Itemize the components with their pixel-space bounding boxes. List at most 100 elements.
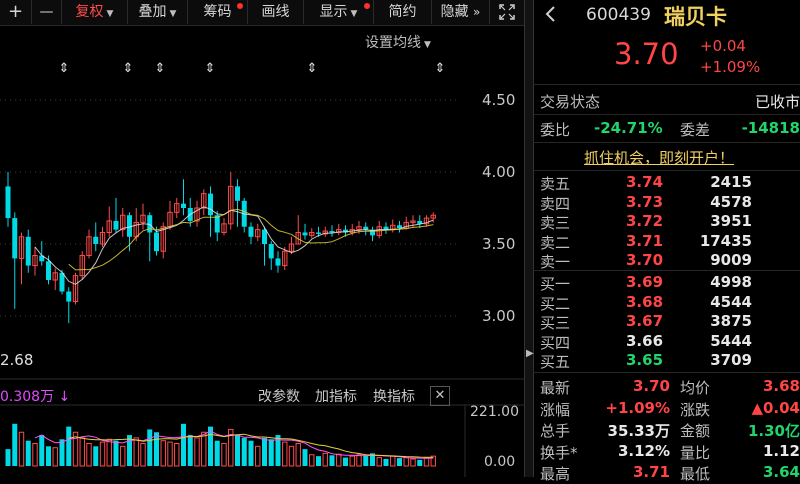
divider	[534, 142, 800, 143]
add-indicator-button[interactable]: 加指标	[315, 389, 357, 405]
candle-body	[423, 217, 430, 225]
volume-bar	[410, 458, 416, 467]
event-marker-icon: ⇕	[205, 61, 216, 76]
volume-bar	[383, 458, 389, 466]
volume-bar	[99, 441, 106, 467]
volume-bar	[79, 437, 85, 467]
jianyue-button[interactable]: 简约	[374, 0, 432, 24]
status-label: 交易状态	[540, 93, 601, 111]
stock-code: 600439	[586, 5, 651, 25]
ask-volume: 3951	[710, 212, 752, 231]
volume-bar	[187, 435, 193, 466]
volume-bar	[5, 449, 11, 466]
candle-body	[12, 218, 18, 259]
candle-body	[127, 215, 132, 237]
candle-body	[262, 229, 267, 244]
candle-body	[194, 207, 200, 222]
close-indicator-button[interactable]: ✕	[430, 386, 450, 406]
last-price: 3.70	[614, 37, 679, 71]
candle-body	[201, 193, 207, 209]
volume-bar	[370, 453, 375, 466]
volume-bar	[52, 447, 58, 467]
bid-price: 3.68	[626, 292, 664, 311]
fullscreen-button[interactable]	[490, 0, 524, 24]
y-tick-label: 4.00	[482, 163, 516, 181]
volume-bar	[376, 457, 382, 467]
candle-body	[363, 226, 369, 230]
volume-bar	[208, 426, 213, 466]
bid-level-label: 买二	[540, 294, 571, 313]
candle-body	[417, 220, 423, 224]
candle-body	[66, 291, 72, 302]
ask-level-label: 卖三	[540, 214, 571, 233]
back-icon[interactable]	[544, 6, 558, 22]
change-params-button[interactable]: 改参数	[258, 389, 300, 405]
ask-price: 3.73	[626, 192, 664, 211]
candle-body	[174, 203, 180, 213]
stat-label: 涨跌	[680, 400, 711, 419]
chouma-button[interactable]: 筹码	[188, 0, 248, 24]
open-account-link[interactable]: 抓住机会，即刻开户！	[584, 149, 735, 167]
diejia-dropdown[interactable]: 叠加 ▼	[128, 0, 188, 24]
y-tick-label: 4.50	[482, 91, 516, 109]
volume-bar	[403, 457, 409, 467]
candle-body	[336, 229, 342, 233]
event-marker-icon: ⇕	[307, 61, 318, 76]
chouma-notify-dot	[237, 3, 243, 9]
divider	[534, 170, 800, 171]
stat-value: 35.33万	[607, 422, 670, 440]
volume-bar	[167, 441, 173, 467]
divider	[534, 84, 800, 85]
weibi-label: 委比	[540, 121, 571, 139]
candle-body	[72, 275, 79, 303]
candle-body	[268, 244, 274, 259]
candle-body	[86, 236, 92, 257]
weibi-value: -24.71%	[594, 119, 663, 137]
candle-body	[52, 272, 58, 281]
collapse-arrow-icon[interactable]: ▶	[526, 348, 534, 359]
bid-volume: 4998	[710, 273, 752, 291]
volume-bar	[59, 439, 65, 466]
kline-chart[interactable]: ⇕ ⇕ ⇕ ⇕ ⇕ ⇕	[0, 25, 524, 477]
ask-volume: 4578	[710, 192, 752, 211]
chevron-down-icon: ▼	[106, 9, 114, 19]
xianshi-dropdown[interactable]: 显示 ▼	[304, 0, 374, 24]
fuquan-dropdown[interactable]: 复权 ▼	[62, 0, 128, 24]
volume-bar	[120, 445, 126, 467]
zoom-out-button[interactable]: —	[32, 0, 62, 24]
volume-bar	[241, 437, 247, 466]
stat-label: 最新	[540, 379, 571, 397]
volume-bar	[12, 423, 18, 466]
switch-indicator-button[interactable]: 换指标	[373, 389, 415, 405]
volume-bar	[133, 437, 139, 467]
candle-body	[5, 186, 11, 219]
y-tick-label: 3.00	[482, 307, 516, 325]
divider	[534, 114, 800, 115]
divider	[534, 270, 800, 271]
volume-bar	[228, 428, 234, 467]
zoom-in-button[interactable]: +	[0, 0, 32, 24]
panel-divider[interactable]: ▶	[524, 0, 534, 477]
vol-y-tick-label: 221.00	[470, 404, 519, 420]
volume-bar	[221, 443, 227, 467]
stat-value: ▲0.04	[751, 398, 800, 417]
yincang-button[interactable]: 隐藏 »	[432, 0, 490, 24]
ask-volume: 2415	[710, 173, 752, 191]
huaxian-button[interactable]: 画线	[248, 0, 304, 24]
chevron-left-icon	[545, 6, 555, 22]
volume-bar	[275, 435, 281, 466]
volume-bar	[46, 446, 51, 466]
candle-body	[59, 272, 65, 292]
divider	[534, 372, 800, 373]
quote-panel: 600439 瑞贝卡 3.70 +0.04 +1.09% 交易状态 已收市 委比…	[534, 0, 800, 483]
ma-setting-button[interactable]: 设置均线 ▼	[365, 35, 431, 51]
candle-body	[316, 232, 321, 234]
candle-body	[154, 232, 159, 252]
volume-bar	[363, 455, 369, 466]
volume-bar	[25, 440, 31, 466]
ask-volume: 17435	[699, 231, 752, 250]
volume-bar	[201, 431, 207, 467]
volume-value-label: 0.308万 ↓	[0, 389, 71, 405]
ask-level-label: 卖二	[540, 233, 571, 252]
xianshi-notify-dot	[364, 3, 370, 9]
